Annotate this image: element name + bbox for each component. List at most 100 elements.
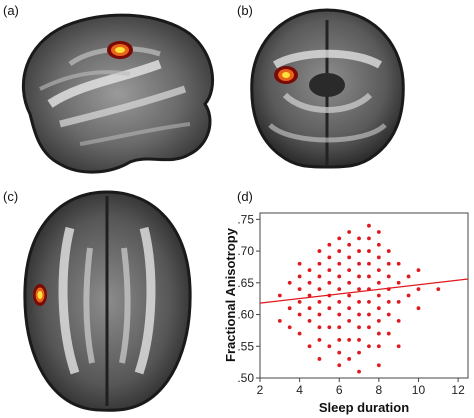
scatter-point — [396, 344, 401, 349]
scatter-point — [376, 280, 381, 285]
scatter-point — [347, 268, 352, 273]
scatter-point — [357, 350, 361, 355]
scatter-point — [357, 261, 361, 266]
panel-label-a: (a) — [3, 3, 19, 18]
scatter-point — [347, 255, 352, 260]
scatter-point — [416, 306, 421, 311]
scatter-point — [347, 338, 352, 342]
scatter-point — [386, 331, 391, 336]
scatter-point — [317, 261, 322, 266]
scatter-point — [347, 318, 352, 323]
scatter-point — [367, 325, 371, 330]
scatter-point — [357, 236, 361, 241]
scatter-point — [337, 236, 342, 241]
scatter-point — [327, 268, 332, 273]
scatter-point — [307, 268, 312, 273]
y-tick-label: .70 — [237, 244, 254, 258]
scatter-point — [376, 230, 381, 234]
y-tick-label: .50 — [237, 371, 254, 385]
sagittal-brain-image — [21, 13, 215, 174]
scatter-point — [317, 357, 322, 361]
scatter-point — [396, 299, 401, 304]
scatter-point — [347, 357, 352, 361]
scatter-point — [337, 338, 342, 342]
sagittal-brain-outline — [21, 13, 215, 174]
scatter-point — [307, 306, 312, 311]
scatter-point — [337, 299, 342, 304]
scatter-point — [347, 306, 352, 311]
scatter-point — [376, 331, 381, 336]
plot-area — [259, 212, 469, 379]
scatter-point — [307, 344, 312, 349]
scatter-point — [337, 274, 342, 279]
scatter-point — [376, 268, 381, 273]
scatter-point — [297, 299, 302, 304]
y-tick-label: .55 — [237, 339, 254, 353]
x-tick-label: 10 — [412, 383, 426, 397]
scatter-point — [367, 287, 371, 292]
scatter-point — [357, 325, 361, 330]
axial-brain-image — [23, 190, 192, 412]
activation-blob-c — [33, 284, 47, 306]
scatter-point — [297, 261, 302, 266]
scatter-point — [376, 363, 381, 368]
scatter-point — [327, 293, 332, 298]
scatter-point — [416, 268, 421, 273]
scatter-point — [327, 344, 332, 349]
scatter-point — [337, 325, 342, 330]
panel-label-d: (d) — [237, 189, 253, 204]
scatter-point — [317, 312, 322, 317]
scatter-point — [337, 249, 342, 253]
scatter-point — [277, 318, 282, 323]
scatter-point — [347, 293, 352, 298]
scatter-point — [367, 344, 371, 349]
scatter-point — [386, 312, 391, 317]
scatter-point — [406, 293, 411, 298]
x-tick-label: 6 — [336, 383, 343, 397]
scatter-point — [436, 287, 441, 292]
scatter-point — [367, 223, 371, 228]
y-tick-label: .60 — [237, 308, 254, 322]
scatter-point — [367, 299, 371, 304]
scatter-point — [317, 274, 322, 279]
x-tick-label: 12 — [451, 383, 465, 397]
scatter-point — [297, 331, 302, 336]
scatter-point — [357, 312, 361, 317]
scatter-point — [357, 274, 361, 279]
panel-label-b: (b) — [237, 3, 253, 18]
activation-blob-a — [107, 41, 133, 59]
scatter-chart: 2 4 6 8 10 12 .50 .55 .60 .65 .70 .75 Sleep durati… — [223, 212, 469, 415]
scatter-point — [367, 312, 371, 317]
scatter-point — [327, 255, 332, 260]
scatter-point — [307, 280, 312, 285]
scatter-point — [337, 350, 342, 355]
scatter-point — [367, 249, 371, 253]
scatter-point — [287, 280, 292, 285]
scatter-point — [307, 318, 312, 323]
scatter-point — [386, 287, 391, 292]
scatter-point — [367, 274, 371, 279]
scatter-point — [317, 249, 322, 253]
scatter-point — [376, 306, 381, 311]
scatter-point — [396, 318, 401, 323]
scatter-point — [337, 287, 342, 292]
scatter-point — [297, 274, 302, 279]
scatter-point — [327, 280, 332, 285]
scatter-point — [376, 318, 381, 323]
scatter-point — [376, 293, 381, 298]
x-tick-label: 4 — [296, 383, 303, 397]
scatter-point — [277, 293, 282, 298]
scatter-point — [297, 287, 302, 292]
scatter-point — [337, 261, 342, 266]
panel-label-c: (c) — [3, 189, 19, 204]
scatter-point — [376, 242, 381, 247]
scatter-point — [357, 287, 361, 292]
scatter-point — [327, 242, 332, 247]
scatter-point — [386, 274, 391, 279]
scatter-point — [357, 338, 361, 342]
scatter-point — [376, 344, 381, 349]
scatter-point — [357, 249, 361, 253]
scatter-point — [317, 325, 322, 330]
y-tick-label: .65 — [237, 276, 254, 290]
fit-line — [259, 278, 469, 304]
